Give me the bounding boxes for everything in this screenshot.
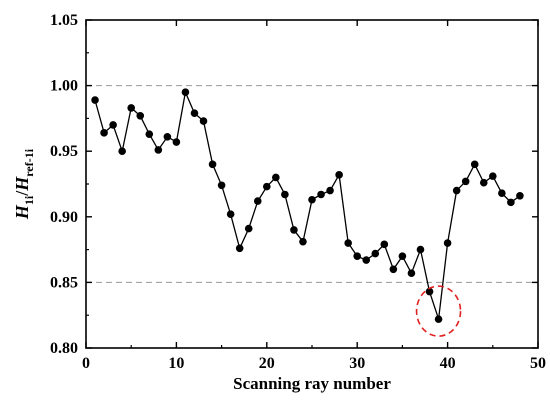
y-axis-title: H1i/Href-1i (12, 148, 36, 220)
data-point (362, 256, 371, 264)
data-point (344, 239, 352, 247)
data-point (407, 269, 416, 278)
data-point (100, 129, 108, 137)
highlight-layer (415, 285, 462, 337)
data-point (489, 172, 497, 180)
data-point (136, 111, 145, 120)
x-axis-title: Scanning ray number (233, 374, 391, 393)
y-tick-label: 1.00 (50, 78, 78, 95)
data-point (118, 147, 126, 155)
data-point (335, 171, 343, 179)
data-point (516, 192, 524, 200)
series-layer (91, 88, 524, 323)
data-point (190, 109, 199, 117)
reference-lines (86, 85, 538, 283)
data-point (217, 181, 226, 190)
data-point (498, 189, 506, 197)
x-tick-label: 0 (82, 355, 90, 372)
data-point (299, 237, 307, 246)
data-point (317, 190, 325, 199)
data-point (434, 315, 443, 323)
highlight-circle (415, 285, 462, 337)
y-tick-label: 0.85 (50, 274, 78, 291)
data-point (507, 198, 515, 207)
data-point (163, 132, 172, 141)
axis-ticks: 0 10 20 30 40 50 0.80 0.85 0.90 0.95 1.00 1.05 (50, 12, 546, 372)
data-point (308, 195, 316, 204)
data-point (290, 226, 298, 234)
y-tick-label: 0.90 (50, 209, 78, 226)
y-tick-label: 1.05 (50, 12, 78, 29)
data-point (253, 197, 262, 205)
x-tick-label: 40 (440, 355, 456, 372)
data-point (326, 186, 334, 195)
data-point (244, 224, 253, 233)
data-point (389, 265, 398, 274)
data-point (127, 104, 135, 112)
data-point (154, 146, 163, 154)
x-tick-label: 20 (259, 355, 275, 372)
data-point (353, 252, 362, 260)
x-tick-label: 50 (530, 355, 546, 372)
data-point (416, 245, 425, 254)
data-point (398, 252, 407, 260)
data-point (199, 117, 208, 125)
x-tick-label: 10 (168, 355, 184, 372)
data-point (272, 173, 280, 182)
y-title-href-sub: ref-1i (22, 148, 36, 176)
plot-frame (85, 19, 539, 349)
data-point (172, 138, 181, 146)
y-title-slash: / (12, 190, 32, 197)
data-point (470, 160, 479, 169)
data-point (443, 239, 452, 247)
data-point (181, 88, 190, 96)
series-line-0 (94, 89, 521, 320)
y-tick-label: 0.80 (50, 340, 78, 357)
data-point (208, 160, 217, 169)
x-tick-label: 30 (349, 355, 365, 372)
data-point (479, 178, 488, 187)
data-point (452, 186, 461, 195)
data-point (91, 96, 99, 104)
data-point (226, 210, 235, 218)
y-tick-label: 0.95 (50, 143, 78, 160)
data-point (461, 177, 470, 186)
data-point (425, 287, 434, 296)
y-title-h-sub: 1i (22, 195, 36, 205)
data-point (281, 190, 289, 199)
y-title-h: H (12, 204, 32, 220)
data-point (371, 249, 380, 258)
data-point (235, 244, 244, 253)
data-point (145, 130, 154, 138)
data-point (263, 182, 271, 191)
y-title-href: H (12, 176, 32, 192)
data-point (109, 121, 117, 129)
data-point (380, 240, 389, 249)
